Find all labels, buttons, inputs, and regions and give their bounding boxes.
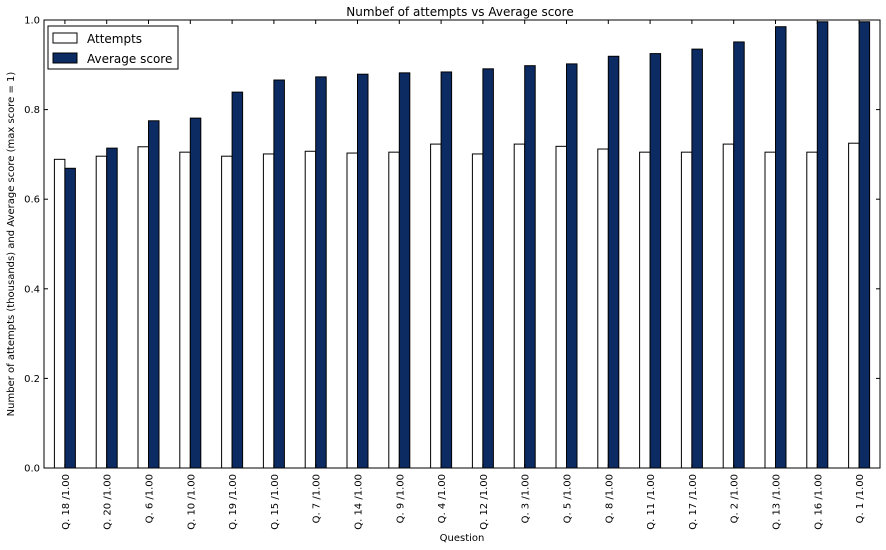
bar-average-score (566, 63, 578, 469)
bar-attempts (806, 151, 818, 469)
bar-average-score (858, 21, 871, 469)
bar-attempts (179, 151, 191, 469)
x-tick-label: Q. 9 /1.00 (395, 474, 406, 523)
x-tick-label: Q. 16 /1.00 (813, 474, 824, 530)
x-tick-label: Q. 14 /1.00 (354, 474, 365, 530)
x-tick-label: Q. 4 /1.00 (437, 474, 448, 523)
x-tick-label: Q. 7 /1.00 (312, 474, 323, 523)
x-tick-label: Q. 13 /1.00 (772, 474, 783, 530)
bar-average-score (733, 41, 745, 469)
bar-attempts (764, 151, 776, 469)
x-tick-label: Q. 6 /1.00 (145, 474, 156, 523)
chart-title: Numbef of attempts vs Average score (346, 5, 573, 19)
x-ticks-group: Q. 18 /1.00 Q. 20 /1.00 Q. 6 /1.00 Q. 10 /1… (61, 20, 866, 530)
plot-frame (43, 19, 881, 469)
bar-average-score (106, 147, 118, 469)
x-tick-label: Q. 2 /1.00 (730, 474, 741, 523)
bar-attempts (137, 146, 149, 469)
x-tick-label: Q. 20 /1.00 (103, 474, 114, 530)
bar-attempts (430, 143, 442, 469)
x-tick-label: Q. 1 /1.00 (855, 474, 866, 523)
bar-attempts (680, 151, 693, 469)
legend-swatch-attempts (52, 32, 78, 44)
bar-attempts (597, 148, 609, 469)
y-tick-label: 0.6 (24, 195, 40, 206)
bar-average-score (398, 72, 411, 469)
bar-average-score (775, 26, 787, 469)
bar-attempts (221, 155, 233, 469)
bar-attempts (388, 151, 400, 469)
x-tick-label: Q. 10 /1.00 (186, 474, 197, 530)
bar-average-score (64, 167, 76, 469)
bar-attempts (639, 151, 651, 469)
x-tick-label: Q. 11 /1.00 (646, 474, 657, 530)
legend-label-average-score: Average score (87, 52, 172, 66)
y-tick-label: 0.2 (24, 374, 40, 385)
bar-average-score (189, 117, 202, 469)
bar-average-score (816, 21, 829, 469)
bar-attempts (53, 158, 66, 469)
bar-attempts (95, 155, 108, 469)
x-tick-label: Q. 18 /1.00 (61, 474, 72, 530)
bar-average-score (273, 79, 285, 469)
bar-average-score (691, 48, 703, 469)
x-tick-label: Q. 5 /1.00 (563, 474, 574, 523)
bar-average-score (148, 120, 160, 469)
bar-attempts (471, 153, 484, 469)
bar-attempts (722, 143, 735, 469)
bar-average-score (357, 73, 369, 469)
bar-average-score (649, 53, 662, 469)
x-tick-label: Q. 3 /1.00 (521, 474, 532, 523)
x-tick-label: Q. 15 /1.00 (270, 474, 281, 530)
x-tick-label: Q. 8 /1.00 (604, 474, 615, 523)
bar-average-score (607, 55, 620, 469)
bar-average-score (524, 65, 536, 469)
bar-attempts (513, 143, 526, 469)
bar-attempts (304, 150, 317, 469)
legend-swatch-average-score (52, 52, 78, 64)
bar-attempts (346, 152, 358, 469)
x-tick-label: Q. 17 /1.00 (688, 474, 699, 530)
bar-average-score (231, 91, 244, 469)
x-axis-label: Question (440, 533, 485, 544)
y-tick-label: 0.4 (24, 284, 40, 295)
x-tick-label: Q. 12 /1.00 (479, 474, 490, 530)
y-tick-label: 1.0 (24, 16, 40, 27)
bar-average-score (315, 76, 327, 469)
bar-average-score (482, 68, 494, 469)
y-tick-label: 0.0 (24, 464, 40, 475)
bar-attempts (555, 145, 567, 469)
legend-label-attempts: Attempts (87, 32, 142, 46)
bar-attempts (262, 153, 275, 469)
bar-average-score (440, 71, 453, 469)
y-axis-label: Number of attempts (thousands) and Avera… (6, 72, 17, 417)
legend: Attempts Average score (47, 25, 179, 70)
y-tick-label: 0.8 (24, 105, 40, 116)
x-tick-label: Q. 19 /1.00 (228, 474, 239, 530)
bar-attempts (848, 142, 860, 469)
bars-group (53, 21, 871, 469)
